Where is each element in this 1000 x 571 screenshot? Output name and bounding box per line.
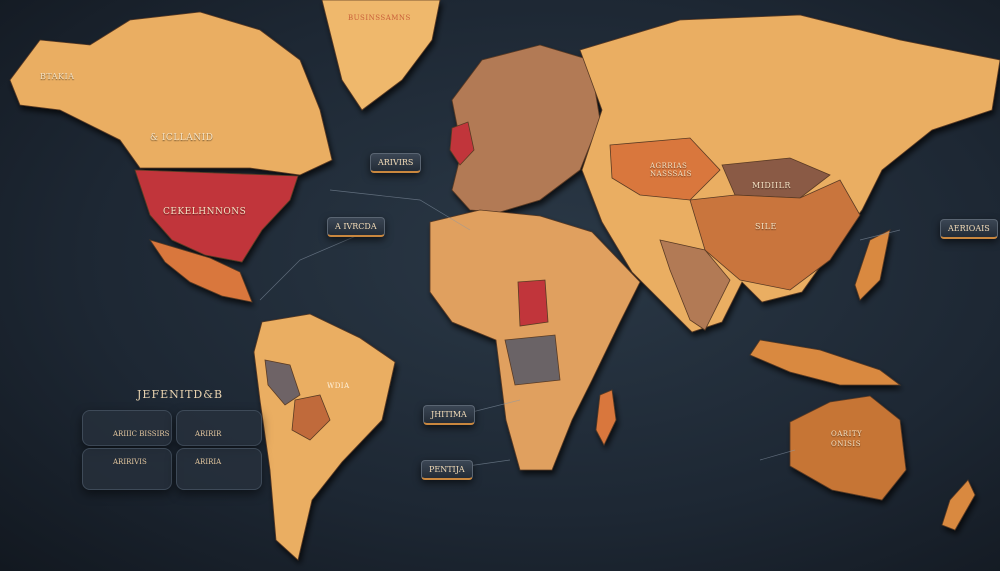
bolivia[interactable] <box>291 394 331 441</box>
label-canada: & ICLLANID <box>150 133 214 143</box>
label-usa: CEKELHNNONS <box>163 207 247 217</box>
greenland[interactable] <box>321 0 441 111</box>
usa[interactable] <box>134 169 299 263</box>
panel-card[interactable] <box>82 410 172 446</box>
new-zealand[interactable] <box>941 479 976 531</box>
indonesia[interactable] <box>749 339 902 386</box>
china[interactable] <box>689 179 861 291</box>
south-america[interactable] <box>253 313 396 561</box>
north-america-canada[interactable] <box>9 11 333 176</box>
united-kingdom[interactable] <box>449 121 475 166</box>
callout-badge[interactable]: AERIOAIS <box>940 219 998 239</box>
callout-badge[interactable]: PENTIJA <box>421 460 473 480</box>
label-australia-1: OARITY <box>831 430 863 438</box>
label-kazakhstan: AGRRIAS NASSSAIS <box>650 162 692 178</box>
panel-title: JEFENITD&B <box>137 388 224 401</box>
panel-row: ARIRIA <box>195 458 222 466</box>
india[interactable] <box>659 239 731 331</box>
panel-card[interactable] <box>176 410 262 446</box>
europe[interactable] <box>451 44 601 213</box>
panel-card[interactable] <box>82 448 172 490</box>
label-australia-2: ONISIS <box>831 440 861 448</box>
label-brazil: WDIA <box>327 382 350 390</box>
mexico[interactable] <box>149 239 253 303</box>
label-alaska: BTAKIA <box>40 72 75 81</box>
mongolia[interactable] <box>721 157 831 199</box>
panel-row: ARIRIVIS <box>113 458 147 466</box>
congo[interactable] <box>504 334 561 386</box>
label-mongolia: MIDIILR <box>752 181 791 190</box>
sudan[interactable] <box>517 279 549 327</box>
panel-card[interactable] <box>176 448 262 490</box>
australia[interactable] <box>789 395 907 501</box>
callout-badge[interactable]: JHITIMA <box>423 405 475 425</box>
callout-badge[interactable]: ARIVIRS <box>370 153 422 173</box>
madagascar[interactable] <box>595 389 617 446</box>
panel-row: ARIIIC BISSIRS <box>113 430 170 438</box>
callout-badge[interactable]: A IVRCDA <box>327 217 385 237</box>
peru[interactable] <box>264 359 301 406</box>
label-greenland: BUSINSSAMNS <box>348 14 411 22</box>
japan[interactable] <box>854 229 891 301</box>
panel-row: ARIRIR <box>195 430 222 438</box>
label-china: SILE <box>755 222 777 231</box>
